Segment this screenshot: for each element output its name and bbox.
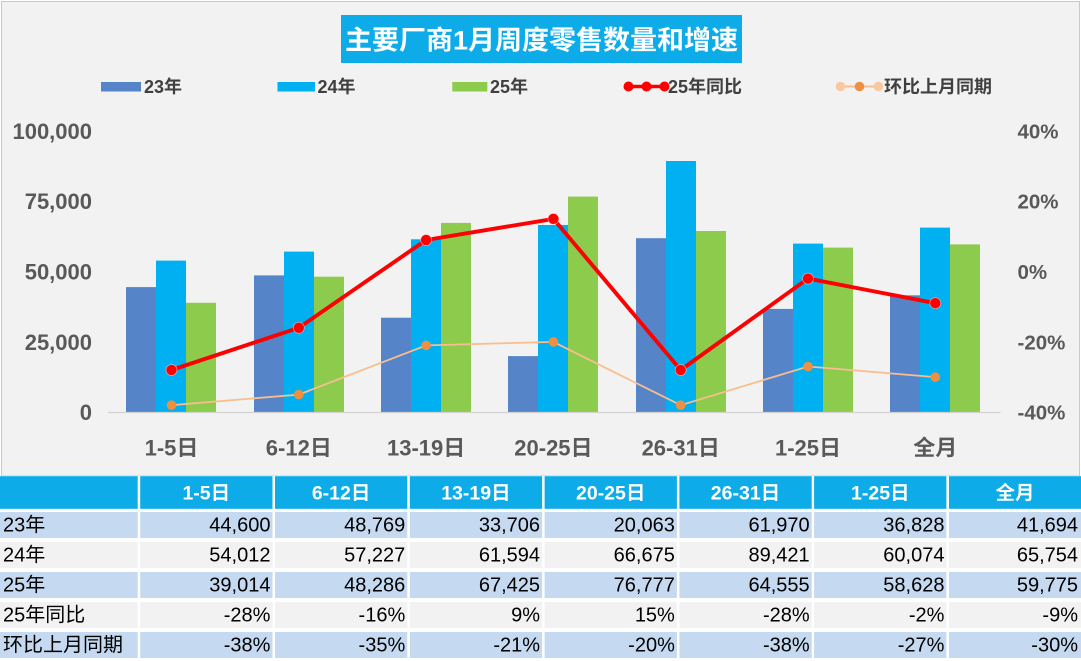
svg-text:44,600: 44,600 xyxy=(209,515,270,537)
svg-text:-2%: -2% xyxy=(909,605,945,627)
svg-text:23: 23 xyxy=(3,515,25,537)
svg-text:50,000: 50,000 xyxy=(25,260,92,285)
svg-text:75,000: 75,000 xyxy=(25,189,92,214)
svg-text:57,227: 57,227 xyxy=(344,545,405,567)
svg-text:1-5: 1-5 xyxy=(145,435,177,460)
svg-text:-9%: -9% xyxy=(1042,605,1078,627)
svg-text:25: 25 xyxy=(3,575,25,597)
svg-text:-38%: -38% xyxy=(763,635,810,657)
svg-text:9%: 9% xyxy=(511,605,540,627)
svg-text:-40%: -40% xyxy=(1018,402,1066,425)
svg-text:24: 24 xyxy=(318,77,338,97)
svg-text:48,286: 48,286 xyxy=(344,575,405,597)
svg-text:64,555: 64,555 xyxy=(748,575,809,597)
svg-text:54,012: 54,012 xyxy=(209,545,270,567)
svg-text:20,063: 20,063 xyxy=(614,515,675,537)
svg-text:20-25: 20-25 xyxy=(514,435,570,460)
svg-text:1-25: 1-25 xyxy=(775,435,819,460)
svg-text:58,628: 58,628 xyxy=(883,575,944,597)
svg-text:-38%: -38% xyxy=(224,635,271,657)
svg-text:25,000: 25,000 xyxy=(25,330,92,355)
svg-text:59,775: 59,775 xyxy=(1017,575,1078,597)
svg-text:65,754: 65,754 xyxy=(1017,545,1078,567)
svg-text:-20%: -20% xyxy=(628,635,675,657)
svg-text:24: 24 xyxy=(3,545,25,567)
svg-text:89,421: 89,421 xyxy=(748,545,809,567)
svg-text:1-25: 1-25 xyxy=(851,483,890,505)
svg-text:61,970: 61,970 xyxy=(748,515,809,537)
svg-text:25: 25 xyxy=(490,77,510,97)
svg-text:66,675: 66,675 xyxy=(614,545,675,567)
svg-text:-16%: -16% xyxy=(359,605,406,627)
svg-text:0%: 0% xyxy=(1018,261,1048,284)
svg-text:41,694: 41,694 xyxy=(1017,515,1078,537)
svg-text:48,769: 48,769 xyxy=(344,515,405,537)
svg-text:26-31: 26-31 xyxy=(642,435,698,460)
svg-text:-28%: -28% xyxy=(763,605,810,627)
svg-text:61,594: 61,594 xyxy=(479,545,540,567)
svg-text:1-5: 1-5 xyxy=(182,483,210,505)
svg-text:25: 25 xyxy=(668,77,688,97)
svg-text:67,425: 67,425 xyxy=(479,575,540,597)
svg-text:20-25: 20-25 xyxy=(576,483,626,505)
svg-text:26-31: 26-31 xyxy=(711,483,761,505)
svg-text:13-19: 13-19 xyxy=(441,483,491,505)
svg-text:39,014: 39,014 xyxy=(209,575,270,597)
svg-text:0: 0 xyxy=(80,400,92,425)
svg-text:20%: 20% xyxy=(1018,191,1059,214)
svg-text:40%: 40% xyxy=(1018,120,1059,143)
svg-text:23: 23 xyxy=(144,77,164,97)
svg-text:100,000: 100,000 xyxy=(12,119,92,144)
svg-text:13-19: 13-19 xyxy=(387,435,443,460)
svg-text:-27%: -27% xyxy=(898,635,945,657)
svg-text:36,828: 36,828 xyxy=(883,515,944,537)
svg-text:6-12: 6-12 xyxy=(266,435,310,460)
svg-text:-28%: -28% xyxy=(224,605,271,627)
svg-text:-21%: -21% xyxy=(493,635,540,657)
svg-text:-20%: -20% xyxy=(1018,331,1066,354)
svg-text:1: 1 xyxy=(453,25,468,55)
svg-text:15%: 15% xyxy=(635,605,675,627)
svg-text:6-12: 6-12 xyxy=(312,483,351,505)
svg-text:-35%: -35% xyxy=(359,635,406,657)
svg-text:76,777: 76,777 xyxy=(614,575,675,597)
svg-text:33,706: 33,706 xyxy=(479,515,540,537)
svg-text:-30%: -30% xyxy=(1031,635,1078,657)
svg-text:60,074: 60,074 xyxy=(883,545,944,567)
svg-text:25: 25 xyxy=(3,605,25,627)
